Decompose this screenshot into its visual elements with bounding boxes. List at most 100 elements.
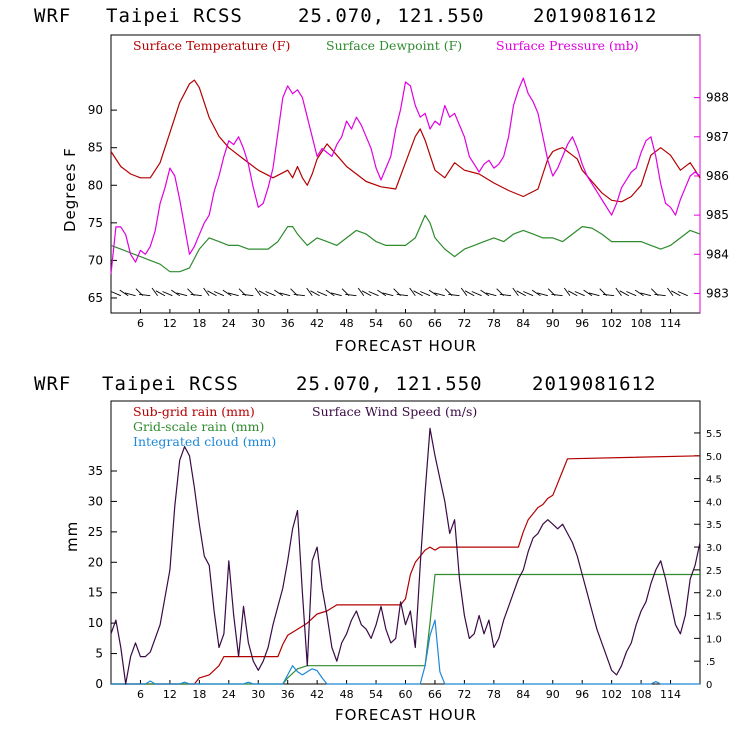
- y-tick-label: 90: [88, 103, 103, 117]
- x-tick-label: 84: [516, 688, 530, 701]
- wind-barb: [602, 293, 615, 297]
- wind-barb: [574, 291, 585, 297]
- x-tick-label: 36: [281, 317, 295, 330]
- y2-tick-label: 1.0: [706, 634, 722, 645]
- wind-barb: [471, 291, 482, 297]
- chart-2-x-label: FORECAST HOUR: [335, 706, 477, 724]
- wind-barb: [567, 290, 578, 297]
- wind-barb: [464, 290, 475, 297]
- y2-tick-label: 4.5: [706, 475, 722, 486]
- wind-barb: [368, 291, 379, 297]
- x-tick-label: 114: [660, 317, 681, 330]
- wind-barb: [316, 291, 328, 297]
- x-tick-label: 108: [631, 688, 652, 701]
- wind-barb: [413, 290, 423, 297]
- wind-barb: [176, 292, 188, 297]
- wind-barb: [155, 290, 166, 297]
- x-tick-label: 66: [428, 317, 442, 330]
- series-grid-scale-rain: [111, 573, 700, 685]
- wind-barb: [677, 291, 688, 297]
- chart-1-series: [110, 77, 701, 274]
- x-tick-label: 90: [546, 688, 560, 701]
- header-model: WRF: [34, 5, 71, 27]
- header-station: Taipei RCSS: [102, 373, 239, 395]
- y-tick-label: 20: [88, 555, 103, 569]
- y2-tick-label: 2.0: [706, 589, 722, 600]
- wind-barb: [124, 292, 136, 297]
- chart-2-header: WRF Taipei RCSS 25.070, 121.550 20190816…: [34, 373, 656, 395]
- series-surface-pressure: [110, 77, 701, 274]
- y2-tick-label: 4.0: [706, 497, 722, 508]
- y2-tick-label: 985: [706, 208, 729, 222]
- wind-barb: [258, 290, 269, 297]
- wind-barb: [190, 293, 202, 297]
- y2-tick-label: 984: [706, 247, 729, 261]
- wind-barb: [588, 292, 600, 297]
- wind-barb: [325, 289, 335, 297]
- wind-barb: [345, 293, 357, 297]
- x-tick-label: 102: [601, 317, 622, 330]
- legend-surface-dewpoint: Surface Dewpoint (F): [326, 38, 462, 53]
- wind-barb: [516, 290, 526, 297]
- y2-tick-label: 987: [706, 130, 729, 144]
- x-tick-label: 78: [487, 317, 501, 330]
- wind-barb: [203, 287, 210, 296]
- chart-1-y-ticks: 65 70 75 80 85 90: [88, 103, 117, 305]
- chart-1-wind-barbs: [110, 287, 688, 297]
- y-tick-label: 25: [88, 525, 103, 539]
- y2-tick-label: 0: [706, 680, 712, 691]
- wind-barb: [626, 291, 637, 297]
- wind-barb: [331, 292, 342, 297]
- wind-barb: [634, 289, 644, 297]
- x-tick-label: 48: [340, 317, 354, 330]
- x-tick-label: 36: [281, 688, 295, 701]
- x-tick-label: 78: [487, 688, 501, 701]
- x-tick-label: 6: [137, 688, 144, 701]
- series-sub-grid-rain: [111, 455, 701, 685]
- wind-barb: [279, 292, 291, 297]
- x-tick-label: 24: [222, 317, 236, 330]
- y-tick-label: 85: [88, 141, 103, 155]
- y2-tick-label: 5.5: [706, 429, 722, 440]
- wind-barb: [357, 287, 365, 296]
- x-tick-label: 42: [310, 688, 324, 701]
- wind-barb: [171, 289, 180, 297]
- x-tick-label: 6: [137, 317, 144, 330]
- x-tick-label: 12: [163, 317, 177, 330]
- series-surface-dewpoint: [110, 214, 701, 273]
- wind-barb: [396, 293, 409, 297]
- x-tick-label: 72: [457, 317, 471, 330]
- x-tick-label: 114: [660, 688, 681, 701]
- chart-2: WRF Taipei RCSS 25.070, 121.550 20190816…: [34, 373, 722, 724]
- wind-barb: [434, 292, 445, 297]
- wind-barb: [499, 293, 512, 297]
- wind-barb: [274, 289, 284, 297]
- header-coords: 25.070, 121.550: [298, 5, 485, 27]
- x-tick-label: 60: [399, 317, 413, 330]
- y-tick-label: 75: [88, 216, 103, 230]
- x-tick-label: 42: [310, 317, 324, 330]
- y2-tick-label: 5.0: [706, 452, 722, 463]
- chart-1-legend: Surface Temperature (F) Surface Dewpoint…: [133, 38, 639, 53]
- legend-grid-scale-rain: Grid-scale rain (mm): [133, 419, 264, 434]
- legend-sub-grid-rain: Sub-grid rain (mm): [133, 404, 255, 419]
- chart-1: WRF Taipei RCSS 25.070, 121.550 20190816…: [34, 5, 729, 355]
- wind-barb: [110, 291, 121, 297]
- wind-barb: [615, 287, 622, 296]
- x-tick-label: 18: [192, 688, 206, 701]
- y-tick-label: 80: [88, 178, 103, 192]
- x-tick-label: 84: [516, 317, 530, 330]
- legend-surface-pressure: Surface Pressure (mb): [496, 38, 639, 53]
- wind-barb: [377, 289, 387, 297]
- chart-1-y2-ticks: 983 984 985 986 987 988: [694, 91, 729, 300]
- y-tick-label: 30: [88, 494, 103, 508]
- wind-barb: [480, 289, 490, 297]
- wind-barb: [537, 292, 548, 297]
- wind-barb: [551, 293, 563, 297]
- wind-barb: [139, 293, 151, 297]
- series-surface-wind-speed: [110, 427, 701, 685]
- header-run: 2019081612: [532, 373, 656, 395]
- x-tick-label: 30: [251, 688, 265, 701]
- chart-1-header: WRF Taipei RCSS 25.070, 121.550 20190816…: [34, 5, 656, 27]
